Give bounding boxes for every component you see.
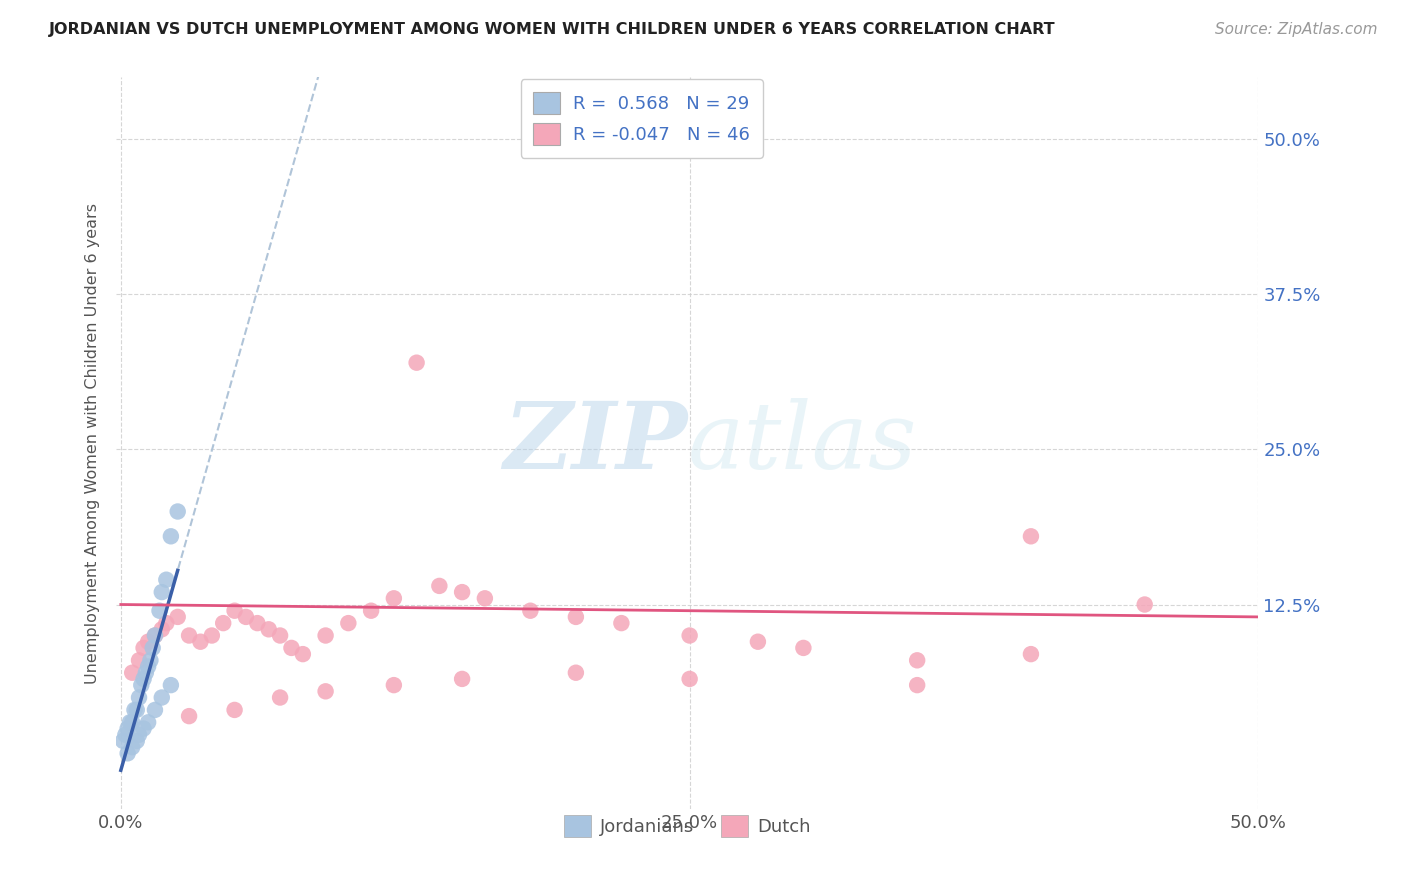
Point — [128, 690, 150, 705]
Point — [679, 672, 702, 686]
Point — [177, 628, 200, 642]
Point — [246, 616, 269, 631]
Point — [125, 734, 148, 748]
Point — [112, 734, 135, 748]
Point — [150, 690, 173, 705]
Point — [124, 703, 146, 717]
Point — [792, 640, 814, 655]
Point — [905, 678, 928, 692]
Point — [451, 672, 474, 686]
Point — [136, 715, 159, 730]
Point — [451, 585, 474, 599]
Point — [257, 623, 280, 637]
Point — [360, 604, 382, 618]
Point — [166, 504, 188, 518]
Point — [135, 665, 157, 680]
Point — [160, 678, 183, 692]
Point — [132, 722, 155, 736]
Point — [136, 659, 159, 673]
Point — [166, 610, 188, 624]
Point — [177, 709, 200, 723]
Point — [143, 703, 166, 717]
Point — [150, 623, 173, 637]
Point — [128, 728, 150, 742]
Point — [114, 728, 136, 742]
Point — [337, 616, 360, 631]
Point — [565, 610, 588, 624]
Point — [190, 634, 212, 648]
Point — [201, 628, 224, 642]
Point — [117, 747, 139, 761]
Point — [427, 579, 450, 593]
Point — [519, 604, 541, 618]
Point — [269, 628, 291, 642]
Point — [474, 591, 496, 606]
Point — [212, 616, 235, 631]
Point — [150, 585, 173, 599]
Point — [382, 678, 405, 692]
Point — [280, 640, 302, 655]
Point — [142, 640, 165, 655]
Point — [132, 672, 155, 686]
Point — [747, 634, 769, 648]
Point — [1019, 647, 1042, 661]
Legend: Jordanians, Dutch: Jordanians, Dutch — [557, 807, 818, 844]
Y-axis label: Unemployment Among Women with Children Under 6 years: Unemployment Among Women with Children U… — [86, 202, 100, 684]
Point — [125, 703, 148, 717]
Point — [143, 628, 166, 642]
Text: JORDANIAN VS DUTCH UNEMPLOYMENT AMONG WOMEN WITH CHILDREN UNDER 6 YEARS CORRELAT: JORDANIAN VS DUTCH UNEMPLOYMENT AMONG WO… — [49, 22, 1056, 37]
Point — [224, 703, 246, 717]
Point — [405, 356, 427, 370]
Point — [155, 616, 177, 631]
Point — [315, 628, 337, 642]
Point — [155, 573, 177, 587]
Text: Source: ZipAtlas.com: Source: ZipAtlas.com — [1215, 22, 1378, 37]
Point — [136, 634, 159, 648]
Point — [382, 591, 405, 606]
Point — [132, 640, 155, 655]
Point — [143, 628, 166, 642]
Point — [121, 715, 143, 730]
Text: ZIP: ZIP — [503, 399, 688, 488]
Point — [905, 653, 928, 667]
Point — [148, 604, 170, 618]
Point — [565, 665, 588, 680]
Point — [128, 653, 150, 667]
Point — [224, 604, 246, 618]
Point — [315, 684, 337, 698]
Point — [1133, 598, 1156, 612]
Point — [117, 722, 139, 736]
Text: atlas: atlas — [688, 399, 917, 488]
Point — [679, 628, 702, 642]
Point — [121, 740, 143, 755]
Point — [160, 529, 183, 543]
Point — [1019, 529, 1042, 543]
Point — [291, 647, 314, 661]
Point — [118, 715, 141, 730]
Point — [269, 690, 291, 705]
Point — [121, 665, 143, 680]
Point — [129, 678, 152, 692]
Point — [139, 653, 162, 667]
Point — [235, 610, 257, 624]
Point — [610, 616, 633, 631]
